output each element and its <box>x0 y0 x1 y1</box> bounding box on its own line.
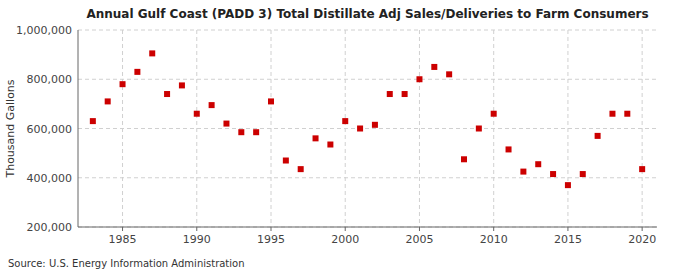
x-grid-line <box>567 30 568 227</box>
point <box>565 182 571 188</box>
point <box>209 102 215 108</box>
x-tick <box>642 227 643 231</box>
y-grid-line <box>78 79 657 80</box>
x-tick-label: 2010 <box>480 233 508 246</box>
point <box>595 133 601 139</box>
x-axis-line <box>78 227 657 228</box>
x-grid-line <box>419 30 420 227</box>
point <box>313 135 319 141</box>
y-tick-label: 200,000 <box>27 221 73 234</box>
point <box>609 111 615 117</box>
y-tick-label: 1,000,000 <box>16 24 72 37</box>
y-grid-line <box>78 128 657 129</box>
point <box>372 122 378 128</box>
source-note: Source: U.S. Energy Information Administ… <box>8 258 245 269</box>
x-tick <box>196 227 197 231</box>
point <box>298 166 304 172</box>
point <box>149 50 155 56</box>
axes: 200,000 400,000 600,000 800,000 1,000,000 198… <box>16 24 657 246</box>
point <box>431 64 437 70</box>
point <box>238 129 244 135</box>
point <box>402 91 408 97</box>
y-grid-line <box>78 30 657 31</box>
point <box>134 69 140 75</box>
point <box>90 118 96 124</box>
point <box>120 81 126 87</box>
x-grid-line <box>122 30 123 227</box>
x-tick-label: 1985 <box>109 233 137 246</box>
point <box>387 91 393 97</box>
point <box>164 91 170 97</box>
point <box>327 142 333 148</box>
x-grid-line <box>271 30 272 227</box>
x-tick-label: 1995 <box>257 233 285 246</box>
x-tick <box>271 227 272 231</box>
point <box>253 129 259 135</box>
point <box>283 158 289 164</box>
y-tick-label: 800,000 <box>27 73 73 86</box>
point <box>268 98 274 104</box>
y-axis-line <box>78 30 79 227</box>
point <box>223 121 229 127</box>
point <box>624 111 630 117</box>
point <box>506 146 512 152</box>
points <box>90 50 645 188</box>
x-grid-line <box>642 30 643 227</box>
point <box>194 111 200 117</box>
x-grid-line <box>493 30 494 227</box>
point <box>639 166 645 172</box>
y-grid-line <box>78 177 657 178</box>
x-tick <box>345 227 346 231</box>
x-tick-label: 1990 <box>183 233 211 246</box>
point <box>520 169 526 175</box>
chart: Annual Gulf Coast (PADD 3) Total Distill… <box>0 0 675 275</box>
point <box>535 161 541 167</box>
y-tick-label: 400,000 <box>27 172 73 185</box>
point <box>179 82 185 88</box>
point <box>342 118 348 124</box>
grid <box>78 30 657 227</box>
point <box>550 171 556 177</box>
x-tick <box>419 227 420 231</box>
point <box>461 156 467 162</box>
x-tick-label: 2020 <box>628 233 656 246</box>
x-grid-line <box>196 30 197 227</box>
point <box>491 111 497 117</box>
x-tick <box>493 227 494 231</box>
point <box>580 171 586 177</box>
point <box>476 126 482 132</box>
point <box>357 126 363 132</box>
point <box>446 71 452 77</box>
point <box>416 76 422 82</box>
y-tick-label: 600,000 <box>27 123 73 136</box>
x-tick-label: 2000 <box>331 233 359 246</box>
x-grid-line <box>345 30 346 227</box>
x-tick <box>567 227 568 231</box>
x-tick-label: 2005 <box>405 233 433 246</box>
point <box>105 98 111 104</box>
title: Annual Gulf Coast (PADD 3) Total Distill… <box>86 7 648 21</box>
x-tick <box>122 227 123 231</box>
y-axis-label: Thousand Gallons <box>4 79 17 178</box>
y-grid-line <box>78 227 657 228</box>
x-tick-label: 2015 <box>554 233 582 246</box>
